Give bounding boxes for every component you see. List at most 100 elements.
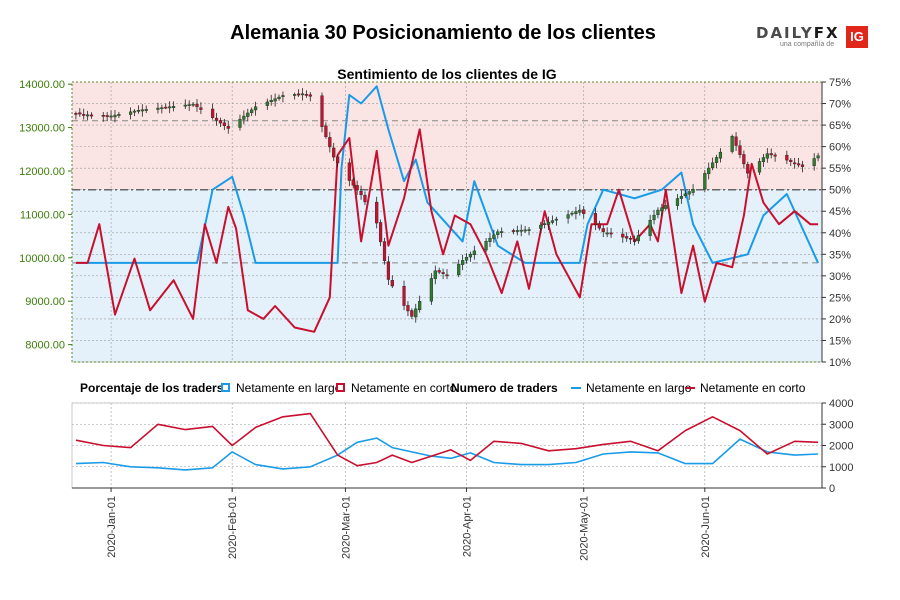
candle-body — [277, 96, 281, 100]
candle-body — [187, 104, 191, 106]
candle-body — [464, 257, 469, 261]
candle-body — [390, 280, 394, 287]
candle-body — [519, 229, 523, 232]
candle-body — [269, 100, 273, 103]
candle-body — [164, 106, 168, 109]
trader-count-long-series — [75, 437, 819, 471]
candle-body — [386, 261, 391, 280]
candle-body — [461, 260, 465, 265]
net-short-percent-line — [75, 128, 819, 333]
candle-body — [144, 109, 148, 111]
candle-body — [168, 106, 172, 109]
candle-body — [414, 308, 418, 318]
pct-tick-label: 50% — [829, 185, 851, 197]
count-tick-label: 0 — [829, 483, 835, 495]
legend-count-long-label: Netamente en largo — [586, 381, 692, 395]
legend-pct-title: Porcentaje de los traders — [80, 381, 224, 395]
candle-body — [492, 234, 496, 239]
candle-body — [218, 120, 223, 124]
count-tick-label: 1000 — [829, 462, 853, 474]
candle-body — [222, 122, 226, 126]
date-tick-label: 2020-Jun-01 — [700, 496, 712, 558]
price-tick-label: 12000.00 — [19, 166, 65, 178]
candle-body — [543, 223, 547, 225]
date-tick-label: 2020-May-01 — [579, 496, 591, 561]
candle-body — [687, 191, 691, 195]
candle-body — [140, 109, 144, 112]
candle-body — [441, 272, 445, 274]
chart-subtitle: Sentimiento de los clientes de IG — [337, 66, 557, 82]
candle-body — [570, 212, 574, 215]
candle-body — [320, 95, 324, 127]
candle-body — [191, 103, 195, 106]
candle-body — [648, 219, 652, 236]
candle-body — [660, 207, 664, 212]
candle-body — [82, 114, 86, 116]
price-tick-label: 14000.00 — [19, 79, 65, 91]
legend-num-title: Numero de traders — [451, 381, 558, 395]
candle-body — [711, 162, 715, 169]
candle-body — [527, 229, 531, 231]
pct-tick-label: 25% — [829, 292, 851, 304]
candle-body — [457, 263, 461, 276]
net-short-percent-series — [75, 128, 819, 333]
candle-body — [816, 155, 820, 159]
candle-body — [609, 232, 613, 235]
candle-body — [293, 94, 297, 96]
candle-body — [515, 230, 519, 232]
candle-body — [242, 115, 246, 120]
candle-body — [539, 224, 543, 229]
candle-body — [683, 193, 687, 196]
candle-body — [445, 274, 449, 277]
candle-body — [347, 162, 351, 181]
percent-axis: 10% 15% 20% 25% 30% 35% 40% 45% 50% 55% 60% 65% 70% 7… — [822, 77, 851, 369]
candle-body — [437, 270, 441, 273]
candle-body — [773, 154, 777, 157]
candle-body — [761, 157, 766, 163]
upper-panel-background — [72, 82, 822, 362]
candle-body — [500, 231, 504, 233]
candle-body — [484, 241, 488, 251]
candle-body — [195, 103, 199, 108]
candle-body — [375, 201, 379, 224]
candle-body — [628, 237, 633, 240]
pct-tick-label: 45% — [829, 206, 851, 218]
candle-body — [488, 237, 492, 242]
legend-count-long-swatch — [571, 387, 581, 389]
pct-tick-label: 30% — [829, 271, 851, 283]
candle-body — [273, 98, 277, 102]
logo-subtitle: una compañía de — [780, 41, 835, 48]
price-tick-label: 13000.00 — [19, 123, 65, 135]
candle-body — [300, 93, 305, 96]
candle-body — [796, 163, 801, 166]
candle-body — [742, 154, 746, 165]
candle-body — [793, 162, 797, 165]
date-tick-label: 2020-Jan-01 — [106, 496, 118, 558]
chart-title: Alemania 30 Posicionamiento de los clien… — [230, 22, 656, 44]
candle-body — [496, 231, 500, 235]
candle-body — [246, 112, 250, 117]
candle-body — [566, 214, 570, 219]
logo-wordmark: DAILYFX — [756, 24, 840, 42]
candle-body — [789, 159, 793, 162]
candle-body — [769, 153, 773, 156]
price-candles — [74, 88, 820, 323]
candle-body — [211, 108, 215, 118]
candle-body — [511, 230, 516, 232]
candle-body — [718, 151, 723, 159]
candle-body — [132, 110, 137, 113]
pct-tick-label: 15% — [829, 335, 851, 347]
candle-body — [621, 233, 625, 238]
candle-body — [86, 114, 90, 117]
date-tick-label: 2020-Apr-01 — [462, 496, 474, 557]
candle-body — [410, 310, 414, 317]
pct-tick-label: 35% — [829, 249, 851, 261]
candle-body — [746, 164, 750, 174]
candle-body — [707, 167, 711, 175]
pct-tick-label: 60% — [829, 142, 851, 154]
candle-body — [636, 235, 641, 242]
candle-body — [265, 101, 269, 106]
candle-body — [183, 104, 187, 107]
pct-tick-label: 70% — [829, 99, 851, 111]
candle-body — [757, 161, 762, 173]
